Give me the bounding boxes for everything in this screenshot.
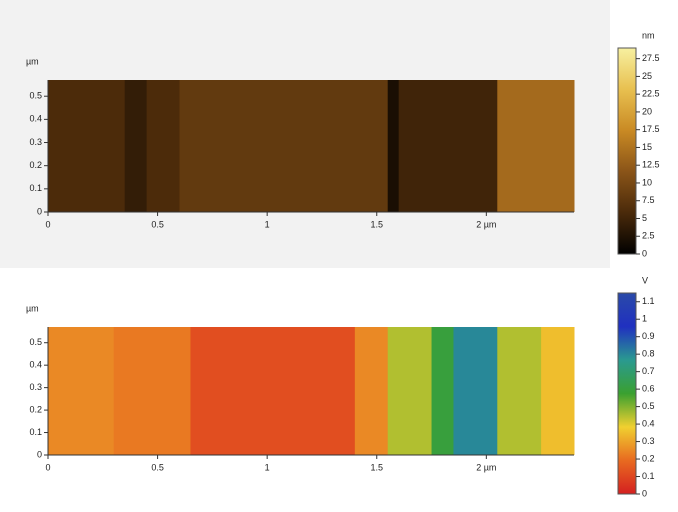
colorbar-tick-label: 1	[642, 314, 647, 324]
x-tick-label: 0.5	[151, 462, 164, 472]
band	[399, 80, 498, 212]
y-tick-label: 0.5	[29, 337, 42, 347]
colorbar-tick-label: 0.2	[642, 453, 655, 463]
colorbar-tick-label: 22.5	[642, 89, 660, 99]
band	[147, 80, 180, 212]
colorbar-tick-label: 15	[642, 142, 652, 152]
colorbar-tick-label: 0.1	[642, 471, 655, 481]
y-tick-label: 0.4	[29, 114, 42, 124]
band	[48, 327, 114, 455]
band	[355, 327, 388, 455]
y-tick-label: 0	[37, 206, 42, 216]
colorbar-tick-label: 0.6	[642, 384, 655, 394]
y-tick-label: 0	[37, 449, 42, 459]
colorbar-tick-label: 17.5	[642, 124, 660, 134]
band	[125, 80, 147, 212]
colorbar-tick-label: 0.8	[642, 349, 655, 359]
x-tick-label: 1	[265, 219, 270, 229]
band	[180, 80, 389, 212]
y-tick-label: 0.2	[29, 404, 42, 414]
page: µm 0 0.5 1 1.5 2 µm 0 0.1 0.2 0.3 0.4 0.5 nm 0 2.5 5 7.5…	[0, 0, 678, 507]
colorbar-tick-label: 0.3	[642, 436, 655, 446]
x-tick-label: 0	[45, 462, 50, 472]
colorbar-tick-label: 0.4	[642, 418, 655, 428]
colorbar-tick-label: 27.5	[642, 53, 660, 63]
colorbar-tick-label: 0.9	[642, 331, 655, 341]
x-tick-label: 1.5	[370, 462, 383, 472]
colorbar-tick-label: 0	[642, 248, 647, 258]
x-tick-label: 0	[45, 219, 50, 229]
x-tick-label: 0.5	[151, 219, 164, 229]
x-tick-label: 2 µm	[476, 462, 496, 472]
colorbar-tick-label: 20	[642, 106, 652, 116]
colorbar-tick-label: 2.5	[642, 231, 655, 241]
y-tick-label: 0.5	[29, 91, 42, 101]
band	[114, 327, 191, 455]
colorbar-tick-label: 12.5	[642, 160, 660, 170]
colorbar-tick-label: 25	[642, 71, 652, 81]
y-tick-label: 0.3	[29, 382, 42, 392]
x-tick-label: 2 µm	[476, 219, 496, 229]
y-tick-label: 0.4	[29, 360, 42, 370]
colorbar-tick-label: 0.7	[642, 366, 655, 376]
colorbar-label: nm	[642, 30, 655, 40]
colorbar	[618, 48, 636, 254]
colorbar-label: V	[642, 275, 648, 285]
y-tick-label: 0.2	[29, 160, 42, 170]
band	[453, 327, 497, 455]
band	[432, 327, 454, 455]
colorbar-tick-label: 5	[642, 213, 647, 223]
colorbar-tick-label: 0.5	[642, 401, 655, 411]
band	[48, 80, 125, 212]
y-tick-label: 0.1	[29, 183, 42, 193]
y-axis-label: µm	[26, 56, 39, 66]
colorbar-tick-label: 0	[642, 488, 647, 498]
x-tick-label: 1	[265, 462, 270, 472]
band	[388, 327, 432, 455]
band	[497, 327, 541, 455]
colorbar-tick-label: 7.5	[642, 195, 655, 205]
band	[190, 327, 355, 455]
y-axis-label: µm	[26, 303, 39, 313]
x-tick-label: 1.5	[370, 219, 383, 229]
band	[497, 80, 574, 212]
colorbar-tick-label: 1.1	[642, 296, 655, 306]
y-tick-label: 0.3	[29, 137, 42, 147]
colorbar-tick-label: 10	[642, 177, 652, 187]
band	[388, 80, 399, 212]
band	[541, 327, 574, 455]
colorbar	[618, 293, 636, 494]
y-tick-label: 0.1	[29, 427, 42, 437]
